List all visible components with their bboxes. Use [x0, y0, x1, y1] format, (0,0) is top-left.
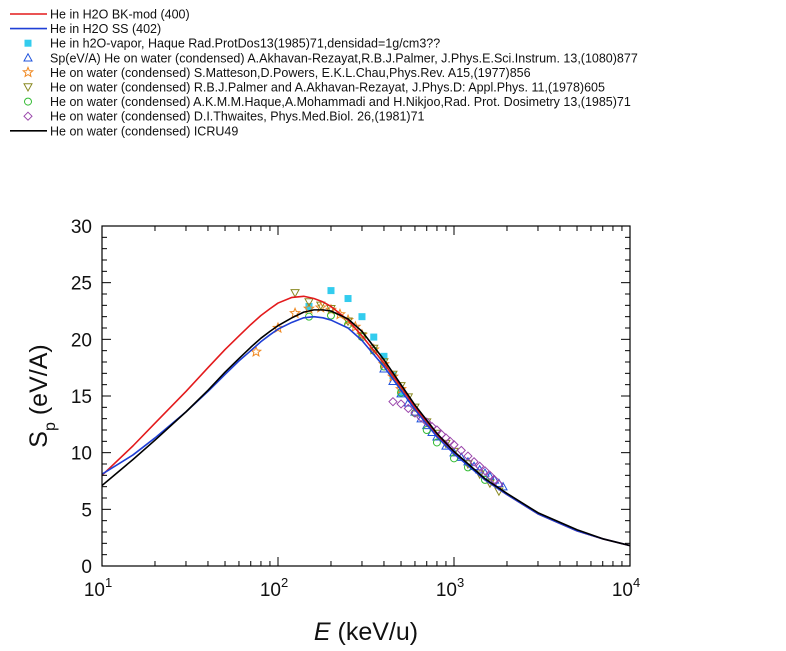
legend-item: He in h2O-vapor, Haque Rad.ProtDos13(198…: [24, 37, 440, 51]
x-tick-exp: 3: [457, 575, 464, 590]
x-tick-base: 10: [612, 580, 633, 601]
legend: He in H2O BK-mod (400)He in H2O SS (402)…: [10, 8, 638, 138]
y-tick-label: 0: [81, 557, 92, 578]
legend-swatch-marker: [24, 97, 32, 106]
series-8-point: [403, 403, 414, 414]
x-tick-label: 103: [436, 575, 464, 601]
legend-label: He in H2O SS (402): [50, 22, 161, 36]
x-axis-label-gap: [331, 618, 338, 646]
series-3-point: [358, 313, 366, 321]
y-tick-label: 20: [71, 330, 92, 351]
legend-swatch-marker: [23, 52, 33, 62]
series-3-point: [344, 295, 352, 303]
series-7-point: [480, 475, 489, 484]
series-6-point: [290, 289, 300, 298]
series-8-point: [489, 475, 500, 485]
series-6-point: [315, 301, 326, 311]
legend-item: He on water (condensed) A.K.M.M.Haque,A.…: [24, 95, 631, 109]
series-3-point: [397, 389, 405, 397]
legend-swatch-marker: [23, 111, 33, 121]
y-axis-label-sub: p: [42, 422, 59, 431]
series-6-point: [304, 298, 314, 307]
y-axis-label: Sp (eV/A): [25, 344, 59, 447]
series-2-line: [102, 309, 630, 547]
series-8-point: [463, 451, 473, 461]
series-4-point: [489, 474, 500, 484]
x-axis-label-unit: (keV/u): [338, 618, 419, 646]
x-axis-label-italic: E: [314, 618, 331, 646]
legend-item: He on water (condensed) S.Matteson,D.Pow…: [21, 66, 531, 80]
series-7-point: [326, 311, 335, 320]
y-tick-label: 15: [71, 387, 92, 408]
legend-item: He on water (condensed) ICRU49: [10, 124, 238, 138]
legend-label: He on water (condensed) S.Matteson,D.Pow…: [50, 66, 531, 80]
series-1-line: [102, 315, 630, 547]
y-axis-label-gap: [25, 415, 53, 422]
series-8-point: [485, 470, 495, 481]
y-axis-label-unit: (eV/A): [25, 344, 53, 415]
legend-item: He on water (condensed) D.I.Thwaites, Ph…: [23, 110, 425, 124]
x-tick-label: 102: [260, 575, 288, 601]
legend-item: He on water (condensed) R.B.J.Palmer and…: [23, 81, 605, 95]
series-5-point: [271, 321, 285, 334]
series-8-point: [396, 399, 406, 409]
x-tick-base: 10: [436, 580, 457, 601]
series-1: [102, 315, 630, 547]
x-tick-exp: 4: [633, 575, 640, 590]
legend-swatch-marker: [24, 39, 32, 47]
series-6-point: [357, 332, 367, 341]
series-3-point: [380, 352, 388, 360]
series-2: [102, 309, 630, 547]
x-tick-exp: 2: [281, 575, 288, 590]
legend-label: He in h2O-vapor, Haque Rad.ProtDos13(198…: [50, 37, 440, 51]
series-8-point: [469, 457, 479, 467]
series-5: [249, 301, 408, 395]
series-8-point: [475, 461, 485, 471]
x-tick-base: 10: [260, 580, 281, 601]
y-tick-label: 30: [71, 217, 92, 238]
series-4-point: [474, 464, 485, 474]
legend-label: He on water (condensed) ICRU49: [50, 124, 238, 138]
series-6-point: [326, 305, 336, 314]
legend-swatch-marker: [23, 83, 33, 93]
legend-item: He in H2O SS (402): [10, 22, 161, 36]
legend-label: He on water (condensed) R.B.J.Palmer and…: [50, 81, 605, 95]
y-tick-label: 25: [71, 274, 92, 295]
legend-label: He on water (condensed) A.K.M.M.Haque,A.…: [50, 95, 631, 109]
legend-label: Sp(eV/A) He on water (condensed) A.Akhav…: [50, 51, 638, 65]
x-tick-label: 104: [612, 575, 640, 601]
x-tick-label: 101: [84, 575, 112, 601]
x-tick-base: 10: [84, 580, 105, 601]
legend-swatch-marker: [21, 66, 35, 78]
series-8-point: [456, 445, 466, 456]
legend-label: He in H2O BK-mod (400): [50, 8, 190, 22]
series-8-point: [388, 396, 398, 407]
series-3-point: [327, 287, 335, 295]
y-tick-label: 5: [81, 500, 92, 521]
legend-item: Sp(eV/A) He on water (condensed) A.Akhav…: [23, 51, 638, 65]
series-layer: [102, 287, 630, 547]
series-3-point: [370, 333, 378, 341]
y-tick-label: 10: [71, 444, 92, 465]
x-axis-label: E (keV/u): [314, 618, 418, 646]
y-axis-label-main: S: [25, 431, 53, 448]
legend-item: He in H2O BK-mod (400): [10, 8, 190, 22]
series-8-point: [449, 440, 459, 450]
x-tick-exp: 1: [105, 575, 112, 590]
legend-label: He on water (condensed) D.I.Thwaites, Ph…: [50, 110, 425, 124]
series-8-point: [480, 466, 490, 476]
series-7-point: [432, 438, 441, 447]
